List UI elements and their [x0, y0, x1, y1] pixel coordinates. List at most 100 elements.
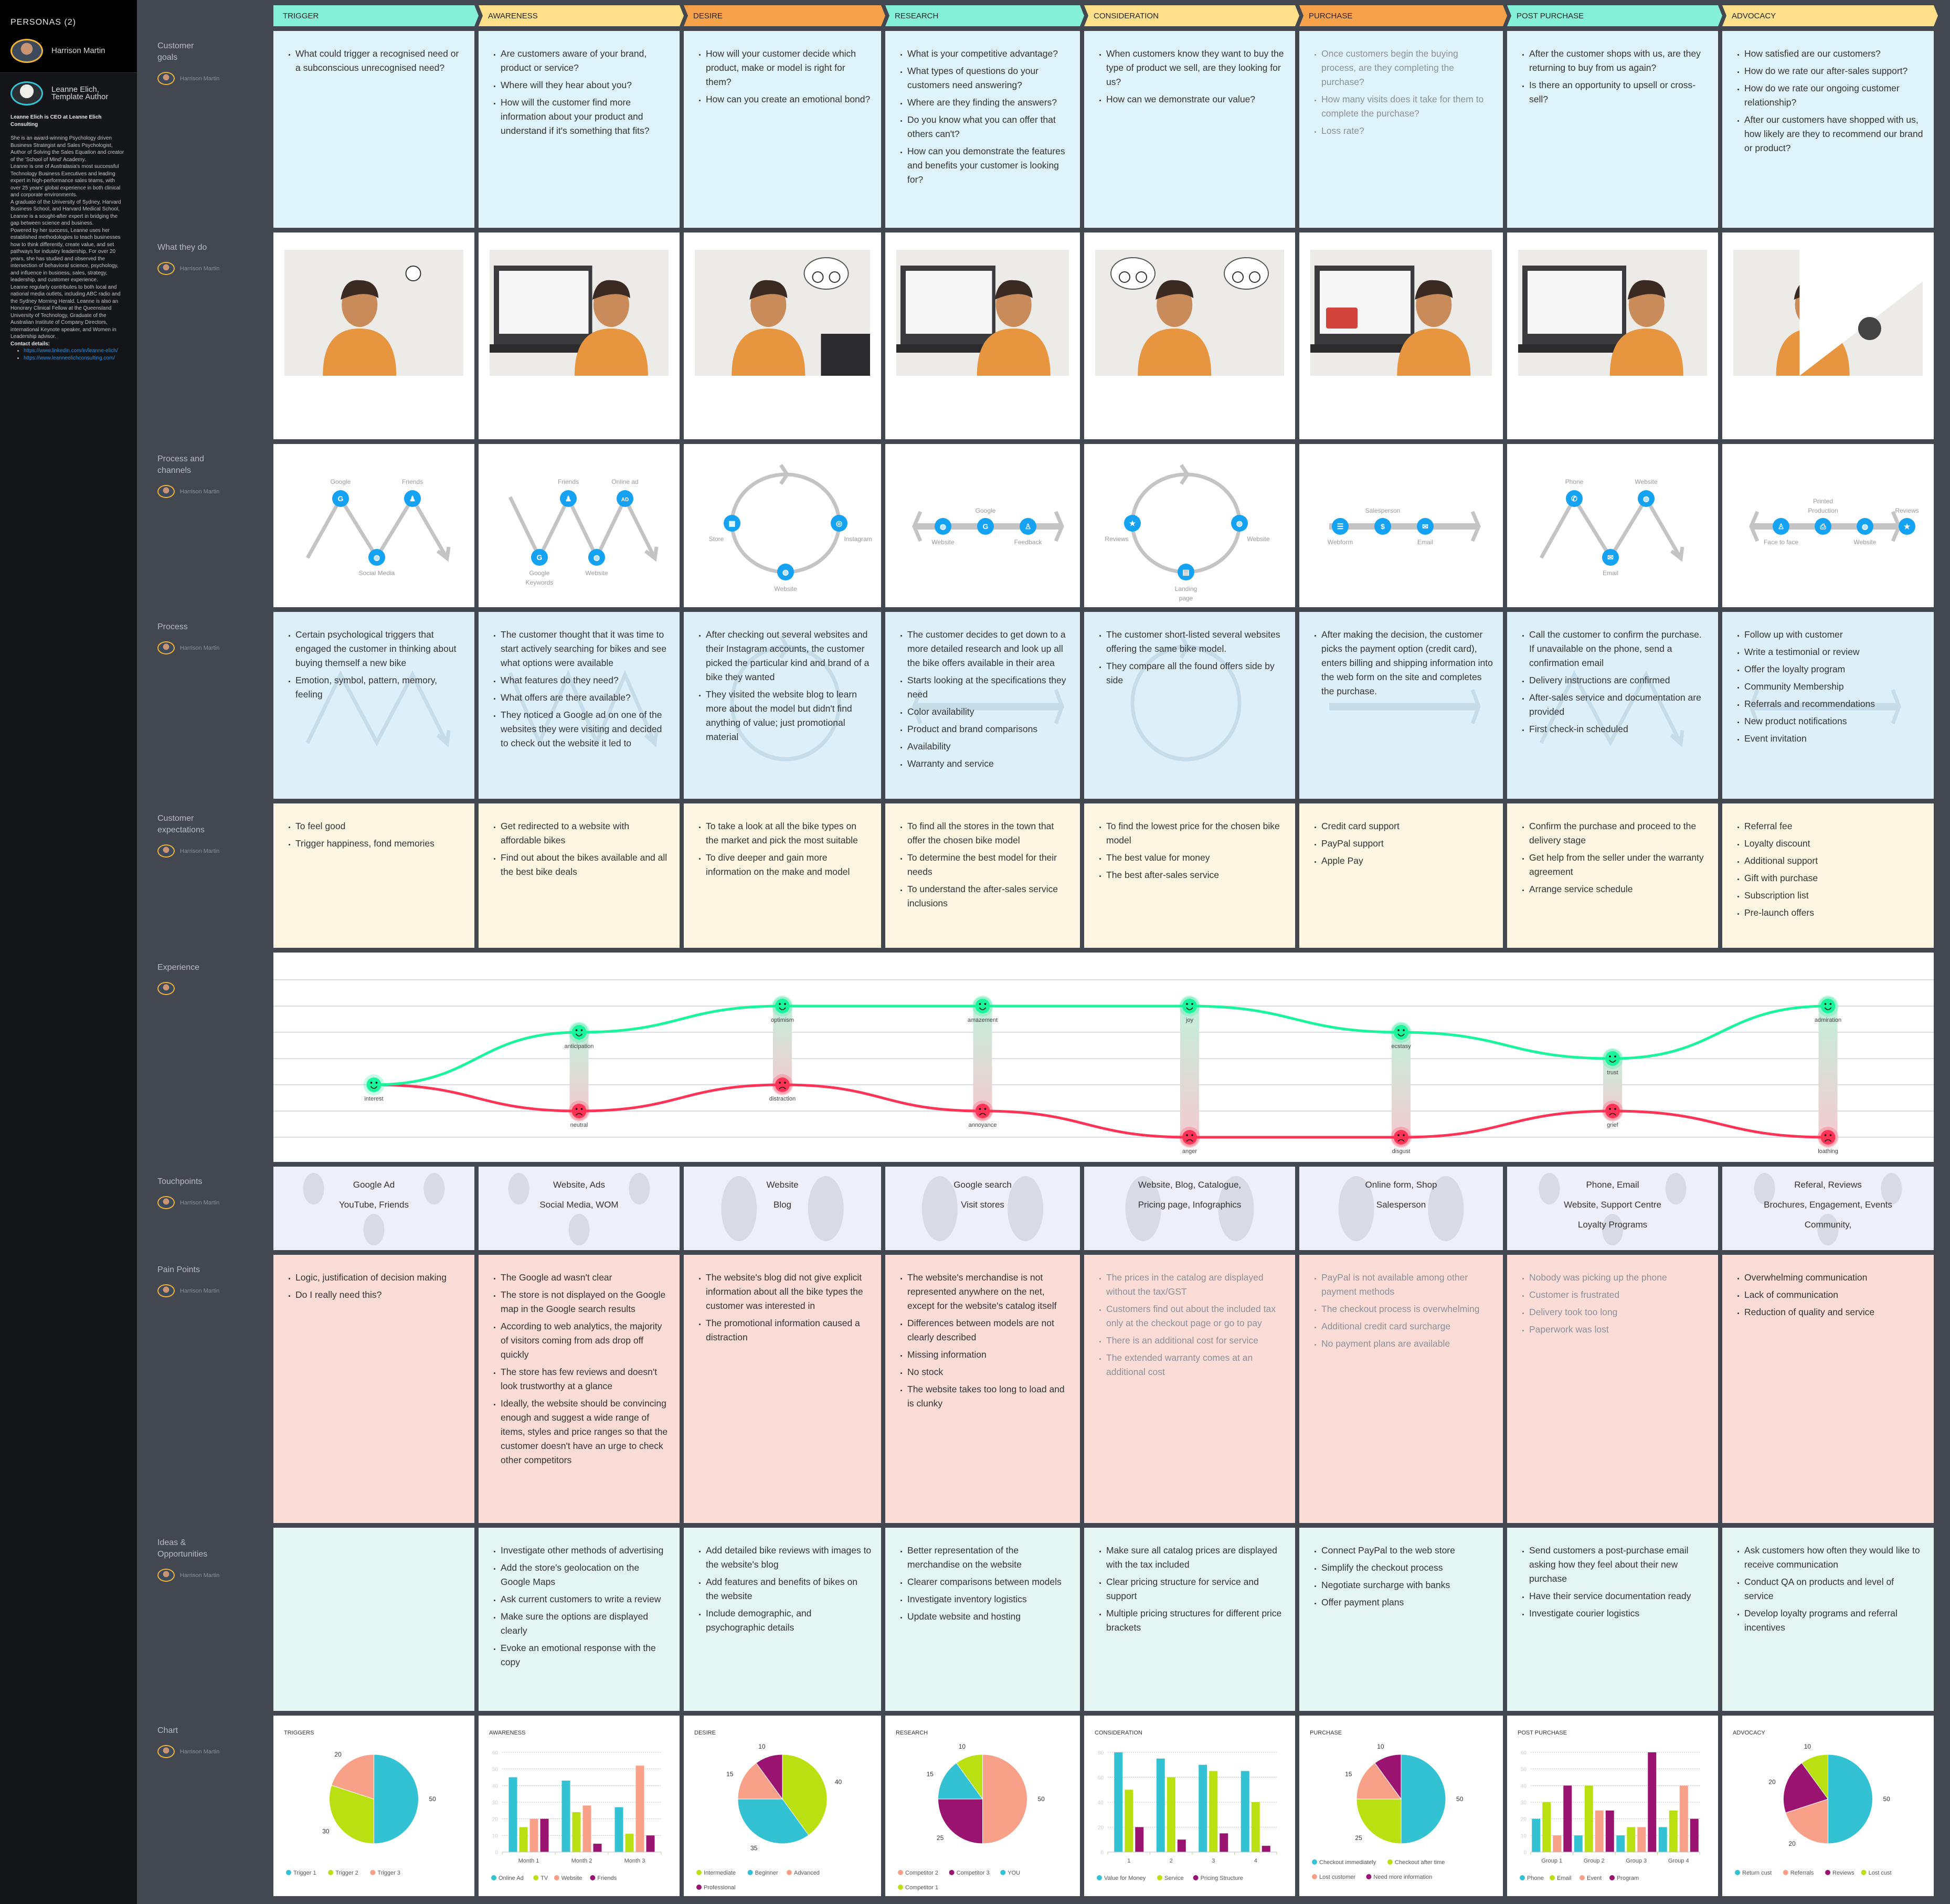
bar[interactable]	[561, 1780, 570, 1852]
bar[interactable]	[1262, 1846, 1270, 1852]
bar[interactable]	[1156, 1758, 1165, 1852]
legend-item[interactable]: Competitor 2	[898, 1870, 938, 1876]
pie-slice[interactable]	[1401, 1754, 1446, 1844]
bar[interactable]	[529, 1818, 538, 1852]
emotion-point[interactable]: admiration	[1815, 996, 1841, 1023]
channel-node-globe[interactable]: ◍ Website	[774, 564, 797, 593]
pie-slice[interactable]	[937, 1762, 983, 1800]
legend-item[interactable]: Beginner	[747, 1870, 778, 1876]
bar[interactable]	[614, 1807, 623, 1853]
bar[interactable]	[1553, 1835, 1562, 1852]
legend-item[interactable]: Need more information	[1366, 1874, 1432, 1880]
emotion-point[interactable]: trust	[1602, 1048, 1623, 1076]
emotion-point[interactable]: annoyance	[969, 1101, 997, 1128]
legend-item[interactable]: Trigger 2	[328, 1870, 358, 1876]
channel-node-phone[interactable]: ✆ Phone	[1565, 478, 1584, 507]
stage-post-purchase[interactable]: Post purchase	[1507, 5, 1722, 26]
channel-node-printer[interactable]: ⎙ Printed Production	[1808, 498, 1838, 535]
pie-slice[interactable]	[982, 1754, 1027, 1844]
channel-node-globe[interactable]: ◍ Website	[1635, 478, 1658, 507]
bar[interactable]	[1595, 1810, 1604, 1852]
channel-node-salesperson[interactable]: $ Salesperson	[1365, 507, 1401, 535]
legend-item[interactable]: Professional	[696, 1885, 736, 1891]
emotion-point[interactable]: neutral	[568, 1101, 590, 1128]
legend-item[interactable]: Competitor 3	[949, 1870, 990, 1876]
stage-trigger[interactable]: Trigger	[273, 5, 479, 26]
bar[interactable]	[1669, 1810, 1678, 1852]
bar[interactable]	[1616, 1835, 1625, 1852]
legend-item[interactable]: Website	[554, 1875, 582, 1881]
channel-node-email[interactable]: ✉ Email	[1602, 549, 1619, 577]
channel-node-star[interactable]: ★ Reviews	[1895, 507, 1919, 535]
legend-item[interactable]: Trigger 1	[286, 1870, 316, 1876]
bar[interactable]	[1167, 1777, 1175, 1853]
bar[interactable]	[1648, 1752, 1657, 1852]
legend-item[interactable]: Trigger 3	[370, 1870, 400, 1876]
legend-item[interactable]: Referrals	[1783, 1870, 1814, 1876]
legend-item[interactable]: YOU	[1000, 1870, 1020, 1876]
pie-slice[interactable]	[782, 1754, 828, 1836]
legend-item[interactable]: Value for Money	[1097, 1875, 1146, 1881]
emotion-point[interactable]: interest	[363, 1074, 385, 1102]
pie-slice[interactable]	[1801, 1754, 1828, 1800]
bar[interactable]	[540, 1818, 549, 1852]
channel-node-landing[interactable]: ▤ Landing page	[1175, 564, 1197, 602]
pie-slice[interactable]	[1356, 1799, 1402, 1844]
channel-node-store[interactable]: ▦ Store	[709, 515, 740, 543]
pie-slice[interactable]	[737, 1799, 809, 1844]
stage-awareness[interactable]: Awareness	[479, 5, 684, 26]
legend-item[interactable]: Return cust	[1735, 1870, 1772, 1876]
bar[interactable]	[1135, 1827, 1144, 1853]
emotion-point[interactable]: grief	[1602, 1101, 1623, 1128]
bar[interactable]	[1199, 1764, 1207, 1852]
emotion-point[interactable]: ecstasy	[1391, 1022, 1412, 1050]
emotion-point[interactable]: anticipation	[565, 1022, 594, 1050]
legend-item[interactable]: Competitor 1	[898, 1885, 938, 1891]
linkedin-link[interactable]: https://www.linkedin.com/in/leanne-elich…	[24, 348, 118, 354]
stage-consideration[interactable]: Consideration	[1084, 5, 1299, 26]
emotion-point[interactable]: optimism	[771, 996, 794, 1023]
channel-node-globe[interactable]: ◍ Website	[1231, 515, 1270, 543]
legend-item[interactable]: Checkout immediately	[1312, 1859, 1376, 1866]
bar[interactable]	[1637, 1827, 1646, 1853]
bar[interactable]	[1177, 1839, 1186, 1852]
legend-item[interactable]: Pricing Structure	[1193, 1875, 1243, 1881]
bar[interactable]	[1241, 1771, 1249, 1852]
channel-node-google[interactable]: G Google Keywords	[526, 549, 554, 586]
channel-node-form[interactable]: ☰ Webform	[1328, 518, 1353, 546]
pie-slice[interactable]	[1785, 1799, 1828, 1844]
website-link[interactable]: https://www.leanneelichconsulting.com/	[24, 355, 115, 361]
pie-slice[interactable]	[937, 1799, 983, 1844]
emotion-point[interactable]: joy	[1179, 996, 1200, 1023]
bar[interactable]	[1584, 1785, 1593, 1852]
channel-node-ad[interactable]: AD Online ad	[611, 478, 639, 507]
bar[interactable]	[1679, 1785, 1688, 1852]
legend-item[interactable]: Friends	[590, 1875, 617, 1881]
legend-item[interactable]: Email	[1550, 1875, 1572, 1881]
bar[interactable]	[625, 1834, 634, 1852]
bar[interactable]	[1658, 1827, 1667, 1853]
pie-slice[interactable]	[331, 1754, 374, 1800]
bar[interactable]	[1542, 1802, 1551, 1852]
legend-item[interactable]: Advanced	[787, 1870, 820, 1876]
bar[interactable]	[1220, 1833, 1228, 1852]
pie-slice[interactable]	[1374, 1754, 1402, 1800]
bar[interactable]	[1251, 1802, 1260, 1852]
channel-node-google[interactable]: G Google	[976, 507, 996, 535]
legend-item[interactable]: Lost customer	[1312, 1874, 1355, 1880]
channel-node-google[interactable]: G Google	[331, 478, 351, 507]
bar[interactable]	[519, 1827, 528, 1853]
persona-harrison-martin[interactable]: Harrison Martin	[10, 39, 126, 63]
channel-node-globe[interactable]: ◍ Website	[585, 549, 608, 577]
emotion-point[interactable]: amazement	[968, 996, 998, 1023]
pie-slice[interactable]	[956, 1754, 983, 1800]
emotion-point[interactable]: loathing	[1817, 1127, 1839, 1155]
pie-slice[interactable]	[1828, 1754, 1873, 1844]
emotion-point[interactable]: distraction	[769, 1074, 796, 1102]
bar[interactable]	[572, 1812, 581, 1852]
bar[interactable]	[593, 1844, 602, 1852]
channel-node-friends[interactable]: ♟ Friends	[402, 478, 423, 507]
persona-leanne-elich[interactable]: Leanne Elich, Template Author	[10, 81, 126, 105]
channel-node-friends[interactable]: ♟ Friends	[558, 478, 579, 507]
legend-item[interactable]: TV	[533, 1875, 548, 1881]
